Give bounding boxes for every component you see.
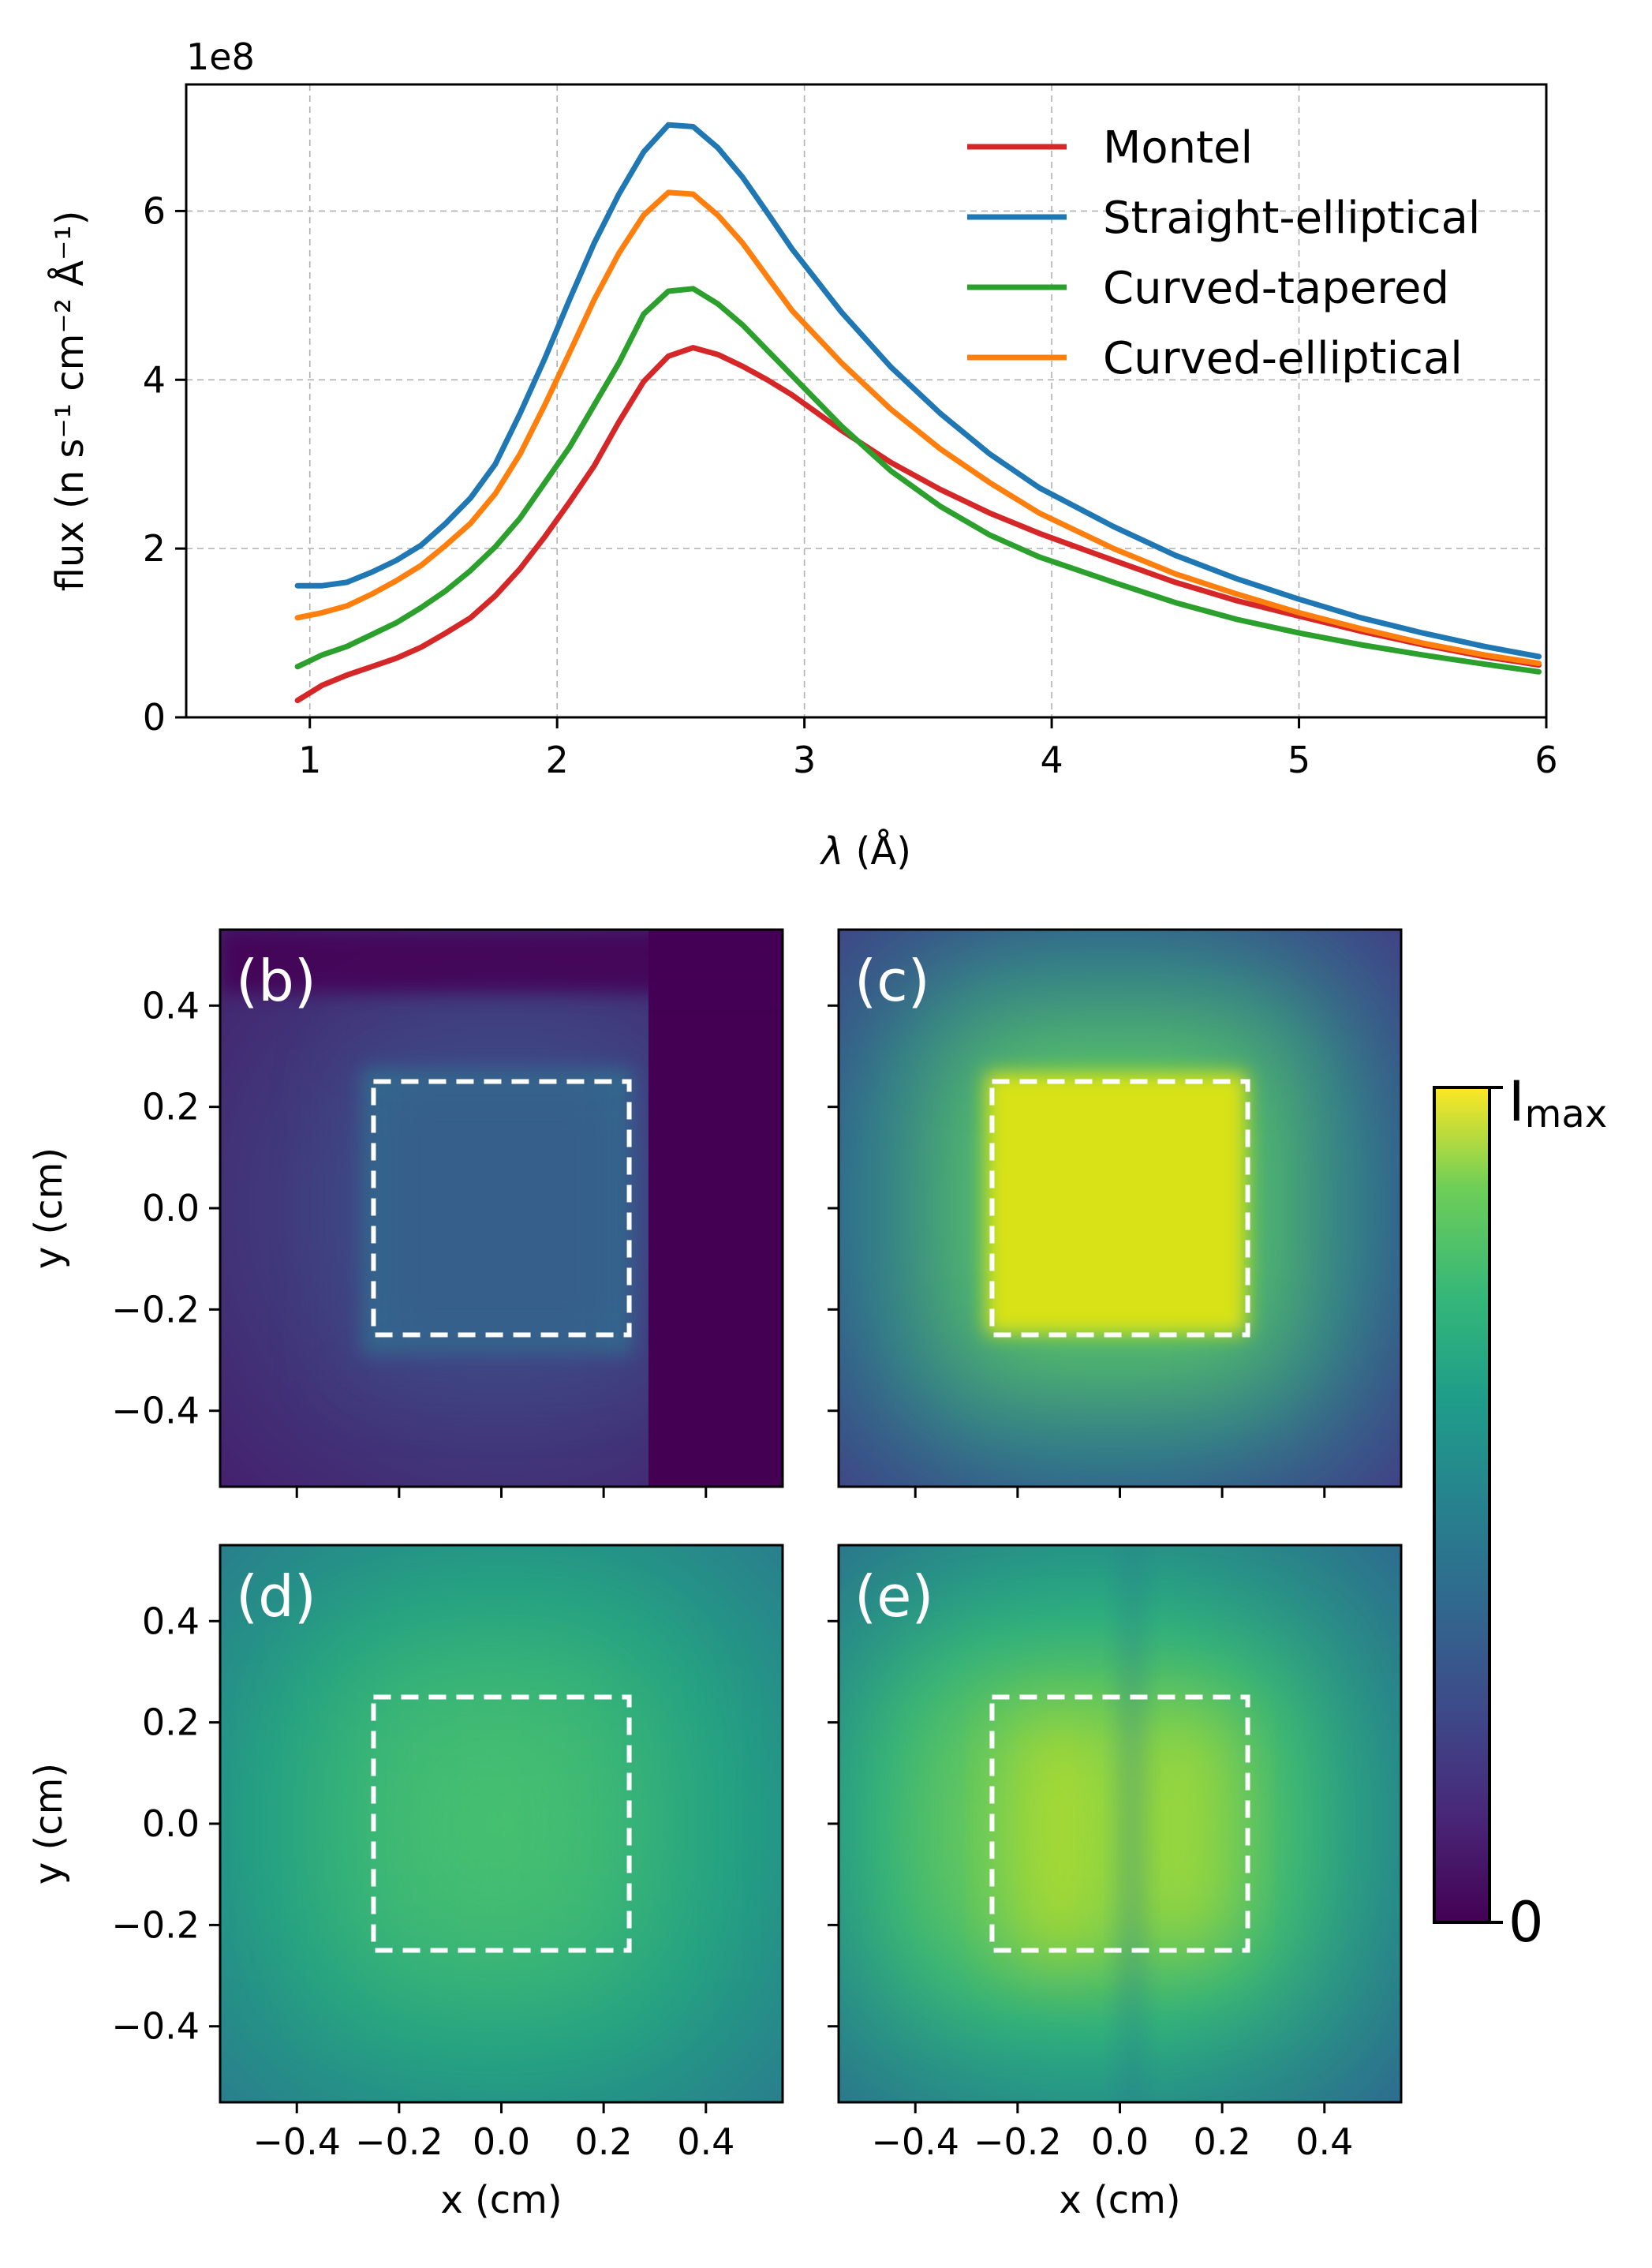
panel-label: (c) <box>854 948 930 1014</box>
y-tick-label: 0.0 <box>142 1802 200 1845</box>
y-tick-label: 0.0 <box>142 1187 200 1229</box>
y-tick-label: −0.4 <box>111 1390 200 1432</box>
x-tick-label: 1 <box>298 739 321 781</box>
colorbar-min-label: 0 <box>1508 1890 1544 1955</box>
x-tick-label: 2 <box>546 739 569 781</box>
x-tick-label: 0.0 <box>1091 2120 1149 2163</box>
y-tick-label: 6 <box>143 189 166 232</box>
y-tick-label: 0.2 <box>142 1086 200 1128</box>
series-line-curved-elliptical <box>294 189 1542 667</box>
heatmap-image-e <box>839 1545 1401 2102</box>
x-tick-label: −0.4 <box>871 2120 959 2163</box>
heatmap-panel-e <box>837 1544 1403 2104</box>
series-line-curved-tapered <box>294 286 1542 675</box>
panel-label: (e) <box>854 1563 933 1630</box>
colorbar-gradient <box>1433 1086 1491 1924</box>
x-tick-label: −0.4 <box>252 2120 341 2163</box>
x-tick-label: −0.2 <box>974 2120 1062 2163</box>
y-tick-label: 0 <box>143 696 166 739</box>
x-axis-label: x (cm) <box>440 2178 562 2222</box>
x-tick-label: 5 <box>1288 739 1310 781</box>
x-tick-label: 0.4 <box>1295 2120 1353 2163</box>
y-tick-label: 0.2 <box>142 1701 200 1744</box>
y-axis-label: flux (n s⁻¹ cm⁻² Å⁻¹) <box>47 211 92 592</box>
y-tick-label: 0.4 <box>142 1600 200 1642</box>
y-tick-label: −0.2 <box>111 1288 200 1330</box>
axis-ticks: 1 2 3 4 5 6 0 2 4 6 <box>143 189 1558 781</box>
legend-label: Straight-elliptical <box>1103 193 1480 244</box>
heatmap-image-b <box>220 930 783 1487</box>
roi-box <box>371 1694 632 1953</box>
y-tick-label: 2 <box>143 527 166 570</box>
y-tick-label: 0.4 <box>142 984 200 1027</box>
legend-label: Curved-tapered <box>1103 263 1449 314</box>
flux-line-chart: 1 2 3 4 5 6 0 2 4 6 1e8 λ (Å) flux (n s⁻¹ cm⁻² Å⁻… <box>47 36 1558 874</box>
roi-box <box>989 1694 1250 1953</box>
colorbar-max-sub: max <box>1525 1092 1608 1136</box>
y-scale-label: 1e8 <box>186 36 255 78</box>
panel-label: (d) <box>236 1563 316 1630</box>
roi-box <box>371 1079 632 1338</box>
y-tick-label: −0.4 <box>111 2005 200 2048</box>
x-axis-label-unit: (Å) <box>843 829 911 874</box>
heatmap-overlays: (b) −0.4 −0.2 0.0 0.2 0.4 y (cm) (c) (d) −0.4 −0.4… <box>27 948 1353 2222</box>
x-axis-label-var: λ <box>819 829 843 874</box>
heatmap-panel-b <box>219 928 784 1488</box>
series-lines <box>294 122 1542 704</box>
x-tick-label: 4 <box>1040 739 1063 781</box>
x-tick-label: 6 <box>1534 739 1557 781</box>
x-tick-label: −0.2 <box>355 2120 443 2163</box>
colorbar-max-base: I <box>1508 1069 1525 1134</box>
y-axis-label: y (cm) <box>27 1763 71 1884</box>
x-axis-label: λ (Å) <box>819 829 911 874</box>
roi-box <box>989 1079 1250 1338</box>
x-tick-label: 0.4 <box>677 2120 734 2163</box>
x-tick-label: 0.2 <box>575 2120 633 2163</box>
series-line-montel <box>294 345 1542 704</box>
series-line-straight-elliptical <box>294 122 1542 660</box>
legend-label: Curved-elliptical <box>1103 333 1463 384</box>
y-tick-label: −0.2 <box>111 1903 200 1946</box>
y-axis-label: y (cm) <box>27 1147 71 1269</box>
x-tick-label: 3 <box>793 739 816 781</box>
colorbar-max-label: Imax <box>1508 1069 1607 1136</box>
panel-label: (b) <box>236 948 316 1014</box>
heatmap-panel-d <box>219 1544 784 2104</box>
x-tick-label: 0.0 <box>473 2120 530 2163</box>
y-tick-label: 4 <box>143 358 166 401</box>
legend: Montel Straight-elliptical Curved-tapered C… <box>967 122 1480 384</box>
plot-frame <box>185 83 1548 719</box>
heatmap-image-d <box>220 1545 783 2102</box>
legend-label: Montel <box>1103 122 1253 174</box>
colorbar: Imax 0 <box>1433 1069 1607 1955</box>
x-tick-label: 0.2 <box>1194 2120 1251 2163</box>
x-axis-label: x (cm) <box>1059 2178 1180 2222</box>
